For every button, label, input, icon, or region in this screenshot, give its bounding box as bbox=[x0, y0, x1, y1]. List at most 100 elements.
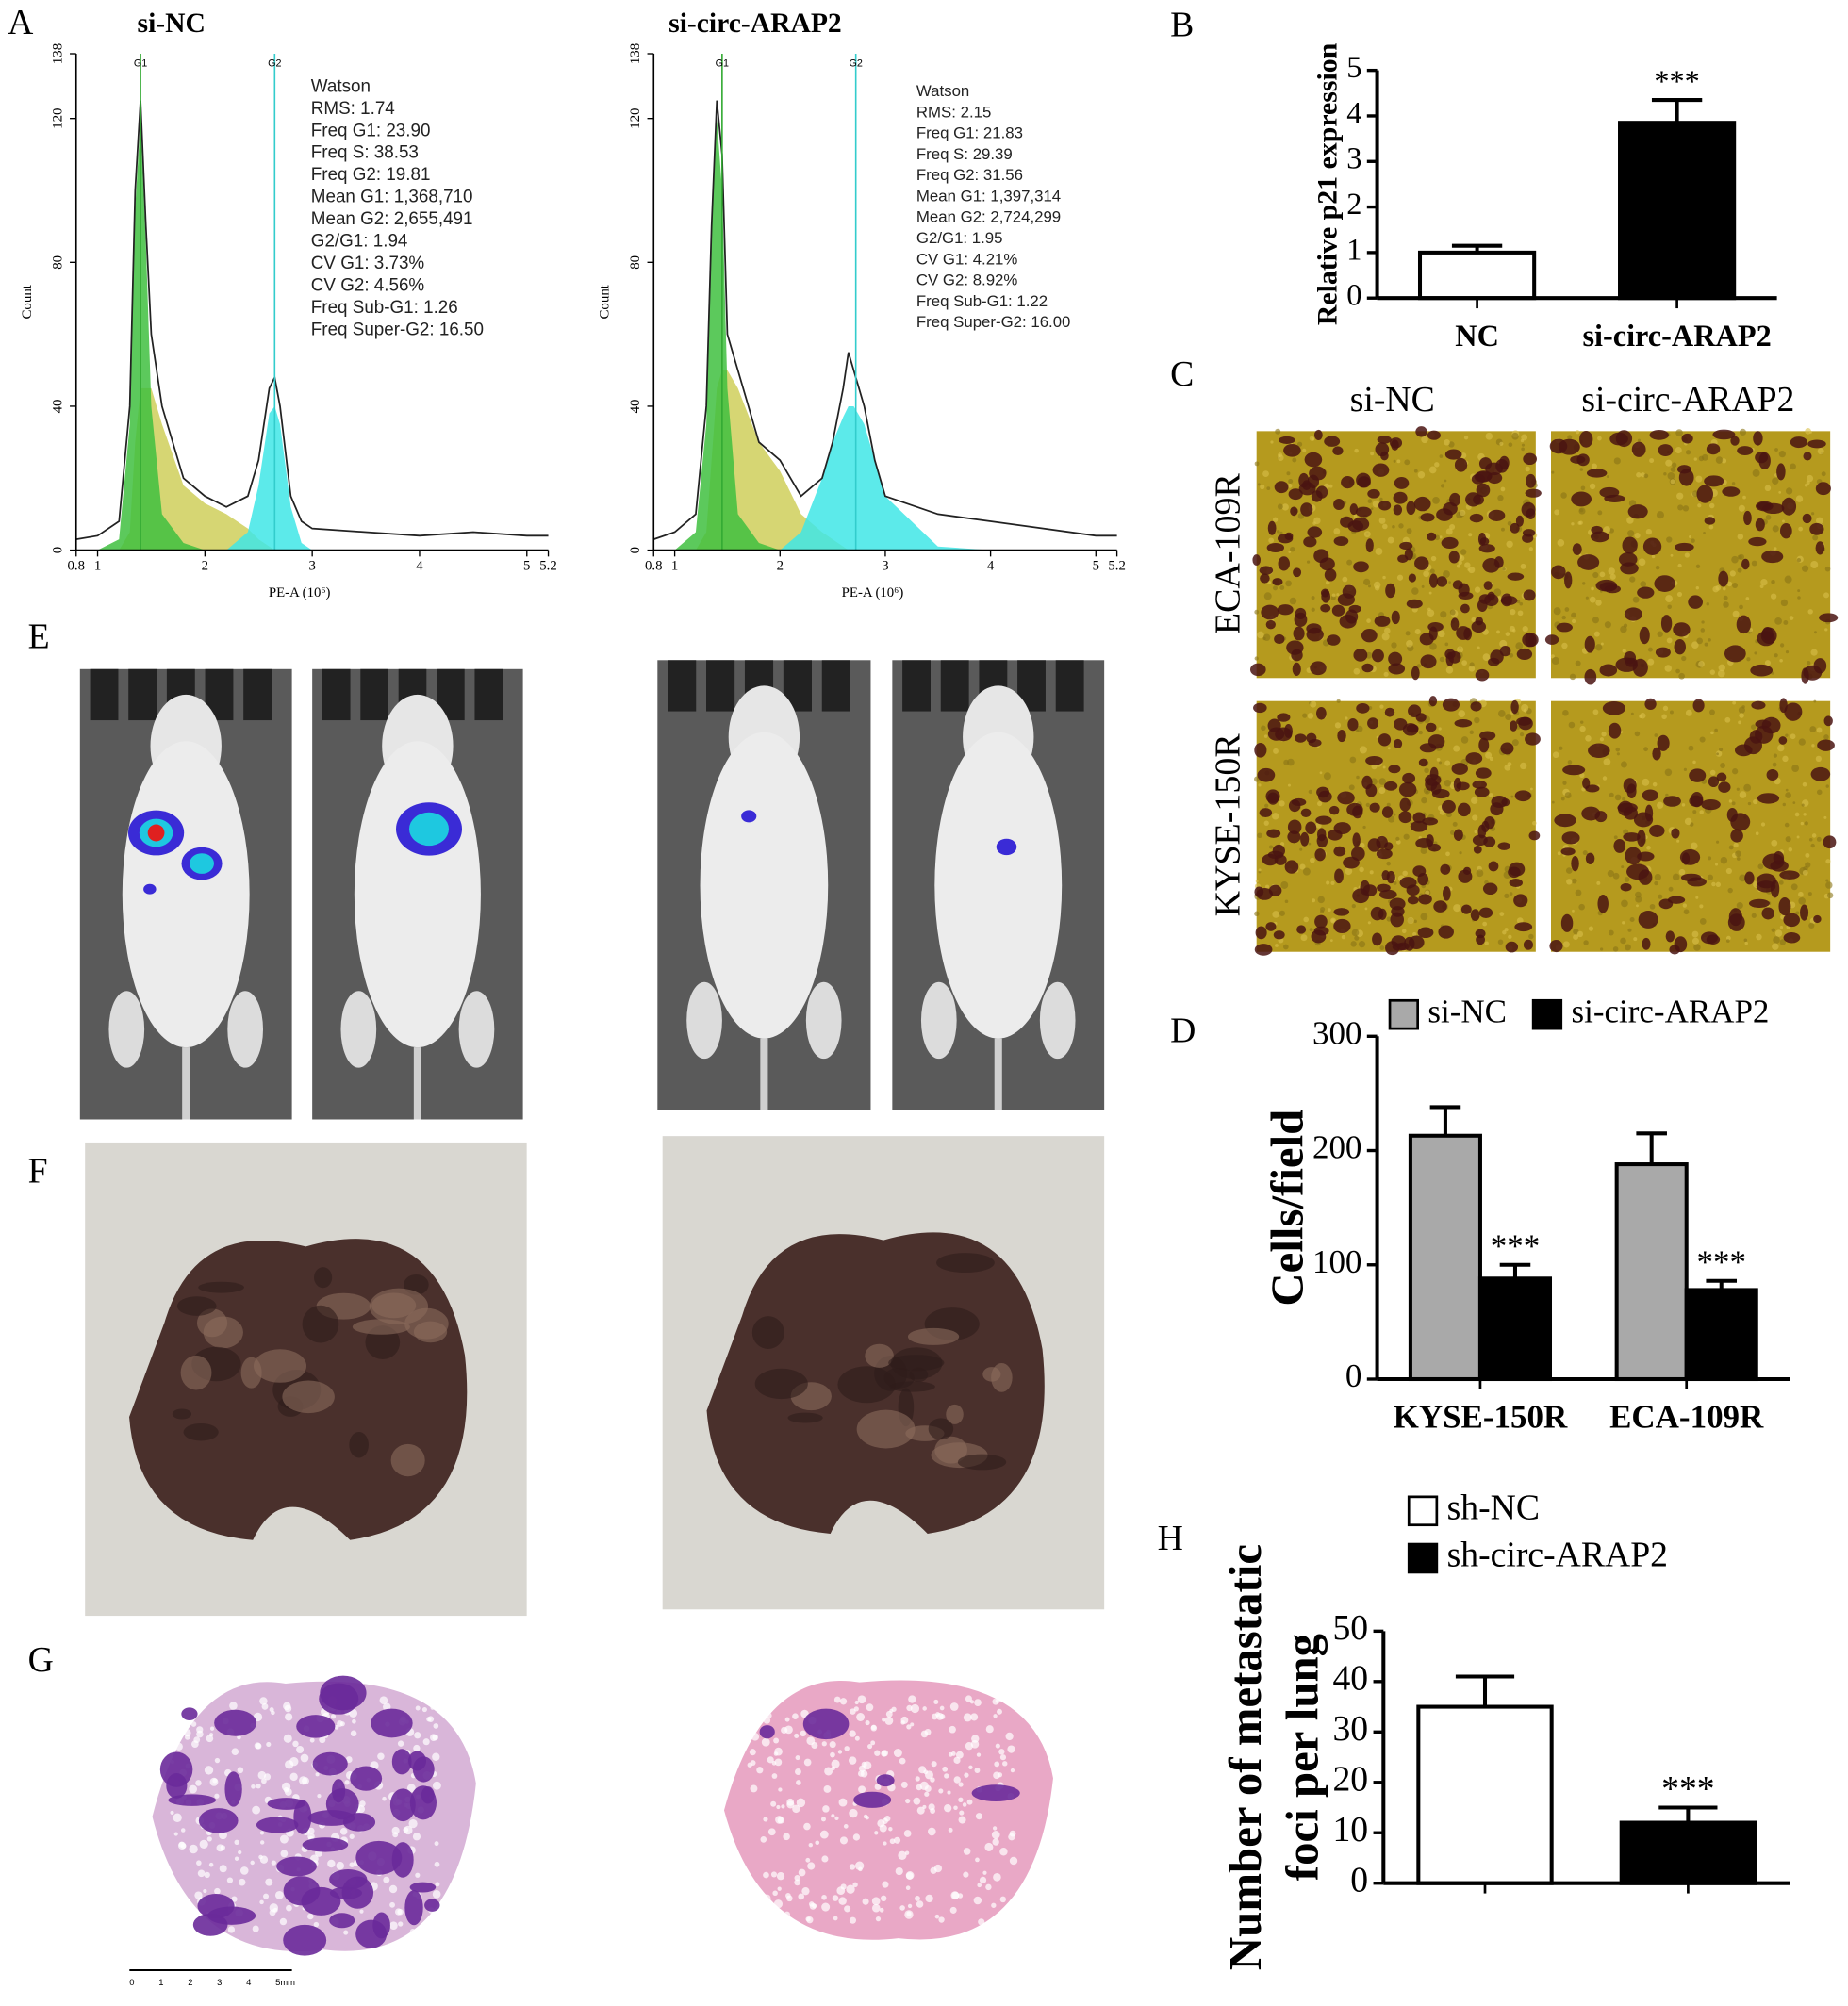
x-tick-label: 5.2 bbox=[1108, 559, 1126, 574]
cell bbox=[1756, 501, 1774, 512]
cell bbox=[1673, 622, 1691, 637]
cell bbox=[1757, 793, 1780, 804]
cell bbox=[1428, 696, 1438, 707]
lung-texture bbox=[314, 1267, 333, 1289]
alveoli bbox=[975, 1857, 980, 1863]
alveoli bbox=[931, 1761, 937, 1768]
alveoli bbox=[763, 1871, 769, 1879]
texture bbox=[1585, 735, 1592, 742]
alveoli bbox=[352, 1718, 356, 1724]
texture bbox=[1362, 825, 1366, 830]
alveoli bbox=[271, 1860, 276, 1866]
texture bbox=[1823, 734, 1829, 740]
cell bbox=[1284, 532, 1294, 541]
cell bbox=[1288, 488, 1303, 501]
texture bbox=[1661, 714, 1667, 720]
cell bbox=[1790, 436, 1807, 449]
alveoli bbox=[999, 1754, 1007, 1761]
cell bbox=[1378, 733, 1392, 747]
alveoli bbox=[933, 1699, 939, 1704]
alveoli bbox=[875, 1916, 882, 1922]
alveoli bbox=[844, 1746, 850, 1751]
holder bbox=[706, 660, 735, 712]
texture bbox=[1421, 584, 1425, 588]
cell bbox=[1365, 755, 1383, 765]
alveoli bbox=[794, 1879, 800, 1886]
alveoli bbox=[773, 1737, 780, 1744]
metastasis bbox=[421, 1786, 435, 1804]
texture bbox=[1601, 732, 1607, 737]
legend-label: sh-circ-ARAP2 bbox=[1447, 1536, 1668, 1575]
texture bbox=[1675, 446, 1682, 454]
texture bbox=[1349, 756, 1357, 764]
cell bbox=[1451, 763, 1468, 775]
cell bbox=[1376, 848, 1393, 860]
texture bbox=[1254, 461, 1260, 467]
texture bbox=[1746, 657, 1751, 662]
texture bbox=[1463, 436, 1469, 440]
texture bbox=[1429, 642, 1437, 650]
alveoli bbox=[261, 1702, 269, 1710]
cell bbox=[1356, 702, 1370, 714]
alveoli bbox=[849, 1808, 858, 1818]
texture bbox=[1299, 847, 1303, 851]
alveoli bbox=[949, 1702, 959, 1711]
alveoli bbox=[214, 1757, 221, 1764]
texture bbox=[1640, 581, 1647, 587]
holder bbox=[668, 660, 697, 712]
texture bbox=[1516, 917, 1524, 925]
texture bbox=[1708, 502, 1715, 509]
alveoli bbox=[177, 1728, 182, 1733]
alveoli bbox=[189, 1844, 198, 1854]
y-tick-label: 40 bbox=[628, 399, 643, 413]
texture bbox=[1695, 896, 1699, 899]
alveoli bbox=[343, 1930, 349, 1935]
texture bbox=[1609, 573, 1616, 580]
texture bbox=[1468, 666, 1476, 672]
texture bbox=[1309, 928, 1313, 932]
cell bbox=[1560, 913, 1574, 932]
y-tick-label: 138 bbox=[628, 43, 643, 64]
alveoli bbox=[263, 1773, 272, 1781]
texture bbox=[1649, 903, 1656, 910]
cell bbox=[1737, 446, 1754, 456]
texture bbox=[1737, 534, 1744, 540]
chart-title: si-circ-ARAP2 bbox=[668, 8, 842, 39]
texture bbox=[1784, 822, 1790, 828]
alveoli bbox=[974, 1699, 982, 1707]
texture bbox=[1711, 881, 1716, 887]
texture bbox=[1654, 880, 1658, 886]
texture bbox=[1809, 726, 1817, 732]
alveoli bbox=[182, 1922, 191, 1932]
cell bbox=[1394, 477, 1410, 489]
alveoli bbox=[344, 1780, 350, 1785]
texture bbox=[1281, 503, 1289, 511]
texture bbox=[1432, 496, 1440, 504]
texture bbox=[1382, 575, 1386, 580]
stat-text: RMS: 2.15 bbox=[916, 103, 991, 121]
alveoli bbox=[252, 1805, 261, 1815]
cell bbox=[1523, 589, 1536, 601]
cell bbox=[1688, 595, 1704, 609]
y-tick-label: 10 bbox=[1332, 1810, 1368, 1850]
histogram-area bbox=[653, 118, 1117, 551]
bar bbox=[1408, 1133, 1482, 1382]
cell bbox=[1274, 481, 1289, 494]
texture bbox=[1739, 713, 1744, 718]
cell bbox=[1509, 862, 1526, 877]
texture bbox=[1280, 881, 1289, 889]
texture bbox=[1521, 703, 1529, 713]
alveoli bbox=[985, 1883, 992, 1891]
alveoli bbox=[877, 1819, 885, 1828]
texture bbox=[1626, 517, 1634, 524]
alveoli bbox=[930, 1808, 936, 1814]
texture bbox=[1401, 929, 1407, 934]
texture bbox=[1715, 456, 1724, 464]
cell bbox=[1283, 444, 1301, 457]
texture bbox=[1508, 934, 1512, 940]
alveoli bbox=[832, 1895, 839, 1901]
texture bbox=[1798, 526, 1804, 532]
alveoli bbox=[220, 1845, 226, 1850]
legend-swatch bbox=[1407, 1495, 1439, 1527]
cell bbox=[1658, 444, 1674, 456]
